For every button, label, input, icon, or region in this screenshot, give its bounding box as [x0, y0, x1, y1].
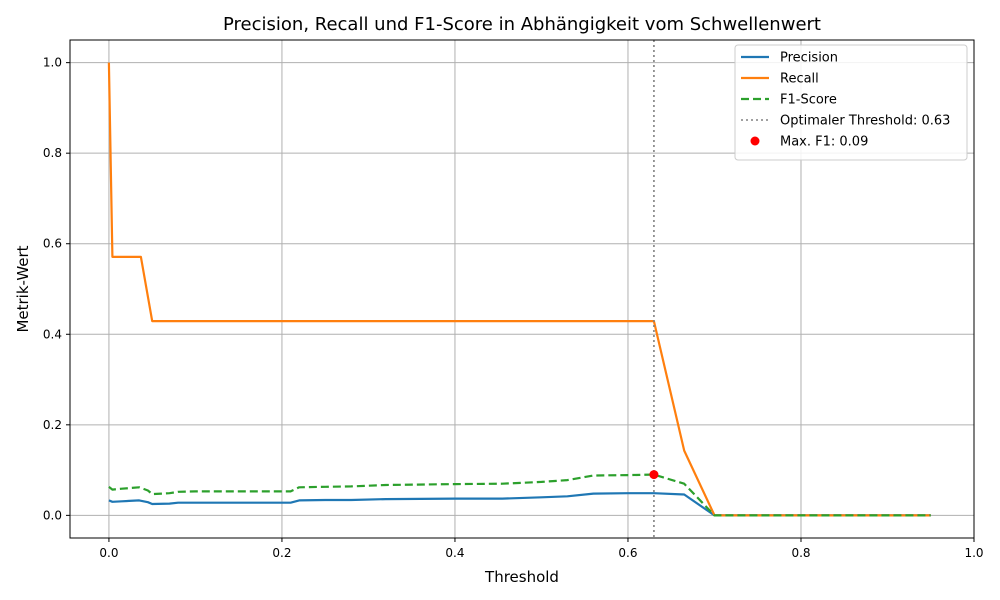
legend-label: Precision	[780, 51, 838, 66]
series-line-recall	[107, 62, 931, 517]
series-line-f1-score	[108, 473, 931, 517]
x-tick-label: 0.6	[618, 546, 637, 560]
y-axis-label: Metrik-Wert	[14, 245, 32, 332]
y-tick-label: 0.8	[43, 146, 62, 160]
legend-label: Recall	[780, 72, 819, 87]
legend: Precision Recall F1-Score Optimaler Thresho…	[734, 44, 968, 161]
x-tick-label: 1.0	[964, 546, 983, 560]
y-tick-label: 0.6	[43, 237, 62, 251]
x-tick-label: 0.4	[445, 546, 464, 560]
legend-label: Max. F1: 0.09	[780, 135, 868, 150]
y-tick-label: 0.0	[43, 508, 62, 522]
x-tick-label: 0.8	[791, 546, 810, 560]
legend-box	[734, 44, 968, 161]
chart-title: Precision, Recall und F1-Score in Abhäng…	[223, 14, 821, 35]
series-line-precision	[108, 492, 931, 517]
y-ticks: 0.0 0.2 0.4 0.6 0.8 1.0	[43, 56, 70, 522]
x-tick-label: 0.2	[272, 546, 291, 560]
legend-label: Optimaler Threshold: 0.63	[780, 114, 950, 129]
y-tick-label: 1.0	[43, 56, 62, 70]
x-tick-label: 0.0	[99, 546, 118, 560]
markers-layer	[649, 40, 659, 538]
y-tick-label: 0.4	[43, 327, 62, 341]
max-f1-point	[649, 470, 659, 480]
plot-frame	[69, 39, 975, 539]
x-ticks: 0.0 0.2 0.4 0.6 0.8 1.0	[99, 538, 984, 560]
y-tick-label: 0.2	[43, 418, 62, 432]
series-layer	[107, 62, 931, 517]
legend-label: F1-Score	[780, 93, 837, 108]
legend-swatch	[750, 136, 760, 146]
x-axis-label: Threshold	[484, 568, 559, 586]
